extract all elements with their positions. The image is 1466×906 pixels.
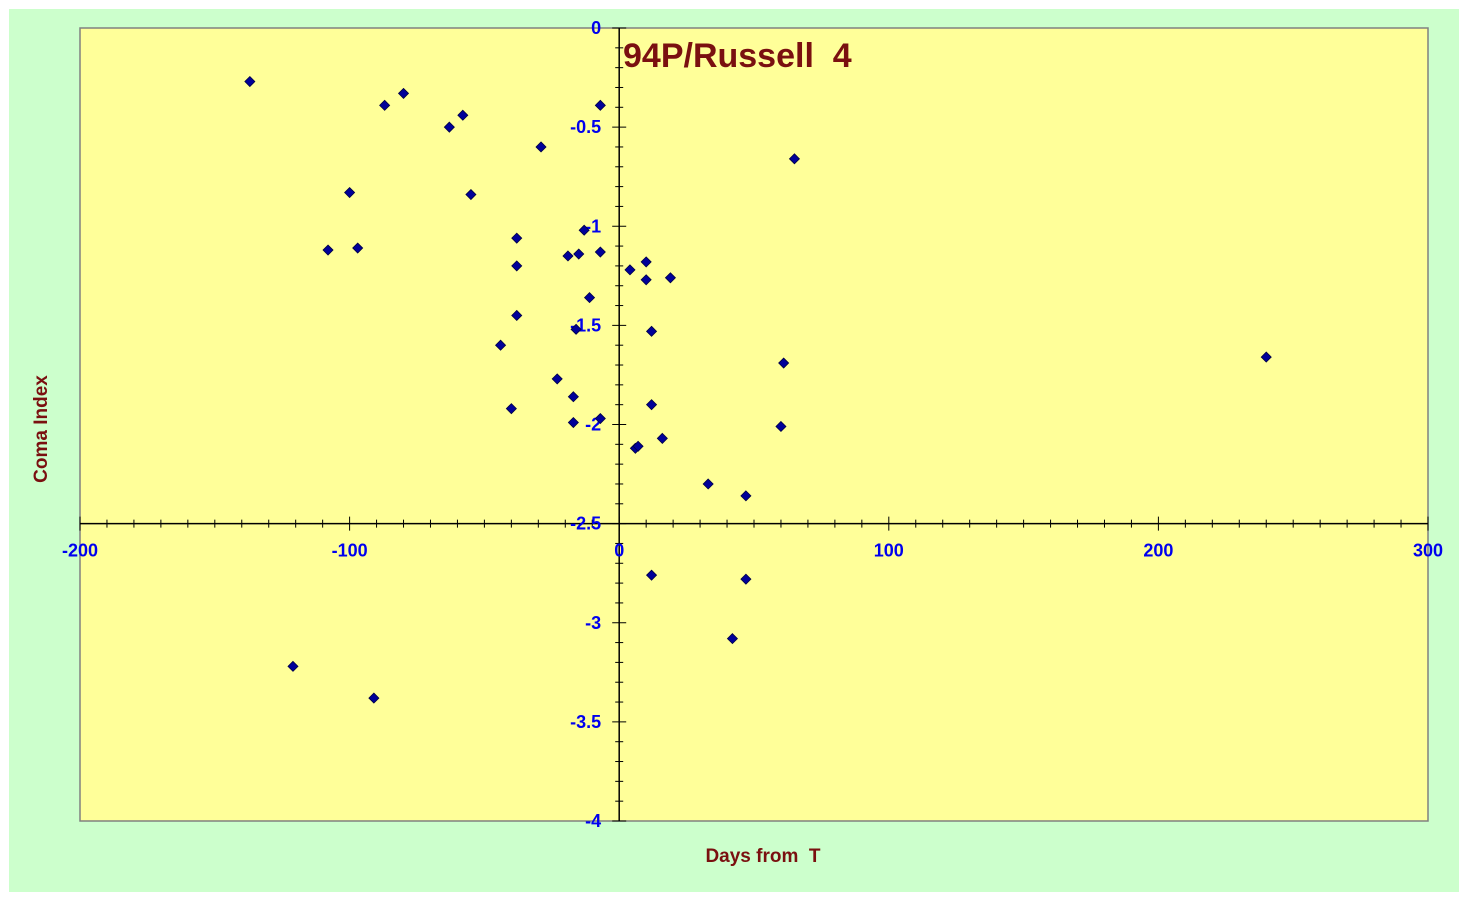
y-tick-label: -4 [585,811,601,831]
data-point [624,264,636,276]
data-point [511,309,523,322]
data-point [645,399,658,411]
data-point [322,244,334,256]
chart-title: 94P/Russell 4 [623,37,852,75]
x-tick-label: -100 [332,541,368,561]
data-point [535,141,547,153]
data-point [287,660,299,672]
y-tick-label: 0 [591,18,601,38]
data-point [379,99,391,111]
data-point [505,403,517,415]
y-axis-title: Coma Index [31,375,52,483]
data-point [551,373,563,385]
data-point [511,260,523,272]
data-point [594,99,606,111]
data-point [567,416,579,429]
data-point [495,339,507,351]
data-point [645,569,658,581]
data-point [570,323,582,335]
data-point [778,357,790,369]
y-tick-label: -2.5 [570,514,601,534]
data-point [397,87,410,99]
data-point [457,109,469,121]
tick-labels: -200 -100 0 100 200 3000-0.5-1-1.5-2-2.5-3-3.… [62,18,1443,831]
data-point [640,256,652,268]
data-point [573,248,585,260]
axes [79,27,1429,822]
x-tick-label: 100 [874,541,904,561]
data-point [567,391,579,403]
data-point [645,325,658,337]
data-point [775,420,787,433]
data-point [583,292,596,304]
data-point [1260,351,1272,363]
y-tick-label: -1 [585,216,601,236]
data-point [664,272,676,284]
data-points [244,75,1272,704]
y-tick-label: -3 [585,613,601,633]
x-tick-label: 300 [1413,541,1443,561]
data-point [656,432,668,444]
plot-area [79,27,1429,822]
data-point [632,440,644,452]
data-point [511,232,523,244]
y-tick-label: -0.5 [570,117,601,137]
data-point [465,188,477,201]
data-point [594,246,606,258]
x-axis-title: Days from T [705,846,820,867]
y-tick-label: -3.5 [570,712,601,732]
data-point [344,186,356,199]
data-point [578,224,590,236]
data-point [788,153,801,165]
data-point [244,75,256,88]
data-point [740,490,752,502]
data-point [740,573,752,585]
data-point [352,242,364,254]
data-point [726,633,738,645]
data-point [640,274,652,286]
data-point [368,692,380,704]
data-point [562,250,574,262]
data-point [594,412,606,425]
x-tick-label: 200 [1143,541,1173,561]
data-point [443,121,455,133]
data-point [702,478,714,490]
x-tick-label: 0 [614,541,624,561]
x-tick-label: -200 [62,541,98,561]
